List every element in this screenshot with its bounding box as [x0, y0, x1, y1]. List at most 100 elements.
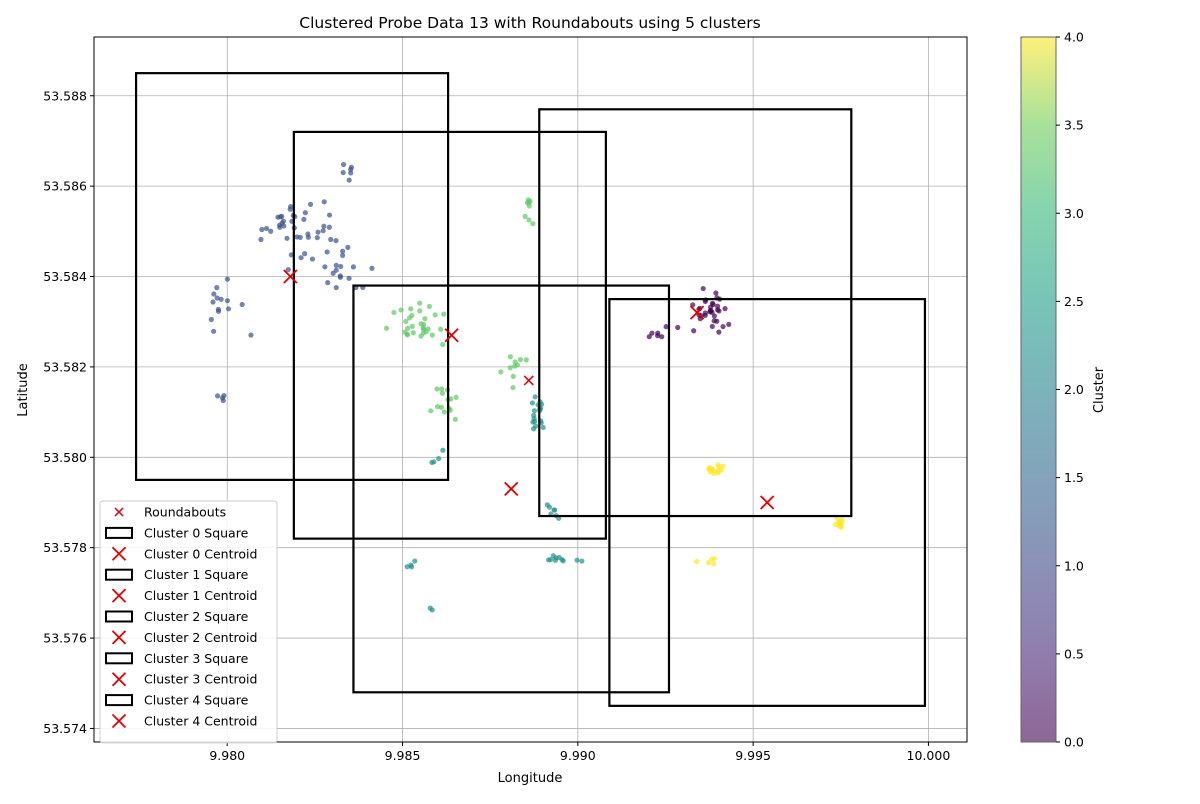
probe-point	[285, 267, 291, 273]
probe-point	[325, 280, 331, 286]
probe-point	[405, 325, 411, 331]
probe-point	[422, 316, 428, 322]
colorbar	[1020, 36, 1057, 743]
plot-frame	[93, 36, 968, 743]
y-tick-label: 53.578	[43, 540, 87, 555]
probe-point	[346, 275, 352, 281]
colorbar-ticks: 0.0 0.5 1.0 1.5 2.0 2.5 3.0 3.5 4.0	[1056, 30, 1084, 750]
y-tick-label: 53.582	[43, 359, 87, 374]
probe-point	[326, 212, 333, 218]
probe-point	[711, 313, 717, 319]
probe-point	[309, 256, 316, 262]
legend-item: Cluster 3 Square	[105, 651, 249, 666]
probe-point	[224, 276, 231, 282]
legend-centroid-swatch	[111, 588, 127, 603]
probe-point	[838, 524, 844, 530]
probe-point	[720, 463, 726, 469]
probe-point	[403, 318, 409, 324]
probe-point	[707, 304, 714, 310]
probe-point	[320, 228, 326, 234]
probe-point	[398, 307, 404, 313]
legend-item: Cluster 0 Centroid	[111, 546, 257, 561]
y-tick-label: 53.574	[43, 721, 87, 736]
probe-point	[214, 393, 221, 399]
probe-point	[294, 234, 300, 240]
legend-item: Cluster 1 Square	[105, 567, 249, 582]
legend: Roundabouts Cluster 0 Square Cluster 0 Cen…	[99, 500, 278, 744]
probe-point	[321, 199, 327, 205]
cluster-2-centroid	[504, 481, 519, 497]
probe-point	[438, 326, 444, 332]
probe-point	[512, 363, 518, 369]
probe-point	[436, 455, 442, 462]
probe-point	[210, 299, 216, 305]
legend-label: Cluster 0 Centroid	[144, 546, 257, 561]
probe-point	[288, 252, 294, 258]
legend-centroid-swatch	[111, 630, 127, 645]
legend-label: Cluster 4 Centroid	[144, 714, 257, 729]
x-axis-ticks: 9.980 9.985 9.990 9.995 10.000	[209, 742, 950, 763]
probe-point	[239, 301, 245, 308]
probe-point	[275, 214, 281, 220]
probe-point	[391, 309, 397, 316]
probe-point	[406, 315, 413, 321]
probe-point	[426, 303, 433, 310]
probe-point	[507, 354, 513, 360]
colorbar-tick-label: 0.5	[1064, 646, 1084, 661]
probe-point	[340, 248, 346, 254]
chart-title: Clustered Probe Data 13 with Roundabouts…	[299, 14, 760, 32]
cluster-0-centroid	[689, 305, 705, 320]
probe-point	[691, 328, 697, 334]
colorbar-label: Cluster	[1092, 366, 1107, 413]
legend-label: Cluster 3 Centroid	[144, 672, 257, 687]
legend-item: Cluster 1 Centroid	[111, 588, 257, 603]
probe-point	[348, 166, 354, 172]
probe-point	[709, 323, 715, 330]
legend-square-swatch	[105, 568, 133, 581]
probe-point	[510, 384, 516, 391]
legend-item: Cluster 4 Centroid	[111, 714, 257, 729]
probe-point	[284, 235, 290, 241]
probe-point	[298, 255, 304, 261]
probe-point	[307, 201, 314, 207]
probe-point	[434, 386, 440, 392]
probe-point	[440, 447, 446, 453]
probe-point	[530, 221, 536, 227]
colorbar-tick-label: 4.0	[1064, 30, 1084, 45]
probe-point	[417, 300, 423, 306]
cluster-1-square	[134, 72, 450, 481]
probe-point	[550, 553, 556, 559]
probe-point	[716, 329, 722, 335]
probe-point	[302, 251, 308, 257]
probe-point	[315, 229, 321, 235]
colorbar-tick-label: 3.5	[1064, 118, 1084, 133]
probe-point	[409, 323, 415, 329]
cluster-3-centroid	[444, 328, 459, 343]
probe-point	[410, 330, 416, 336]
probe-point	[526, 217, 532, 223]
colorbar-tick-label: 0.0	[1064, 735, 1084, 750]
probe-point	[579, 558, 585, 564]
probe-point	[268, 228, 274, 234]
cluster-0-square	[538, 108, 853, 518]
probe-point	[517, 356, 523, 363]
probe-point	[431, 459, 437, 465]
probe-point	[453, 394, 459, 400]
probe-point	[531, 412, 537, 418]
y-tick-label: 53.576	[43, 631, 87, 646]
probe-point	[412, 558, 418, 564]
probe-point	[326, 224, 332, 230]
probe-point	[574, 557, 580, 563]
probe-point	[340, 169, 346, 176]
probe-point	[720, 323, 726, 330]
probe-point	[707, 465, 713, 471]
legend-centroid-swatch	[111, 546, 127, 561]
probe-point	[440, 341, 446, 348]
x-axis-label: Longitude	[498, 771, 563, 786]
probe-point	[322, 264, 328, 270]
legend-label: Cluster 2 Centroid	[144, 630, 257, 645]
probe-point	[659, 334, 665, 340]
probe-point	[281, 223, 287, 229]
probe-point	[532, 394, 538, 400]
probe-point	[438, 404, 445, 410]
